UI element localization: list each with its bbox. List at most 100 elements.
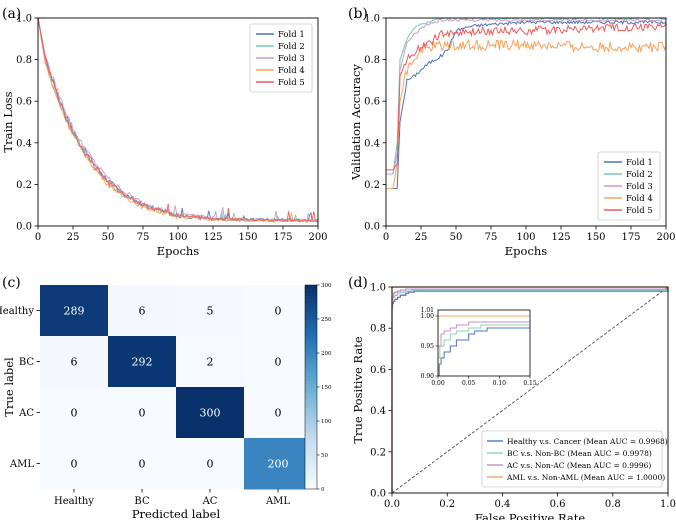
inset-x-tick-label: 0.10 (493, 380, 507, 387)
confusion-cell (108, 438, 177, 490)
x-tick-label: 75 (485, 232, 498, 243)
confusion-cell (108, 387, 177, 439)
confusion-cell (40, 285, 109, 337)
legend-entry: AML v.s. Non-AML (Mean AUC = 1.0000) (506, 473, 665, 482)
y-tick-label: 0.2 (370, 447, 386, 458)
inset-y-tick-label: 0.95 (421, 343, 435, 350)
inset-x-tick-label: 0.15 (523, 380, 537, 387)
roc-curve-3 (391, 287, 669, 493)
legend-box (249, 23, 313, 93)
confusion-cell-value: 0 (139, 407, 146, 420)
confusion-cell (40, 387, 109, 439)
inset-roc-curve-3 (438, 321, 530, 376)
x-category-label: AC (202, 496, 218, 507)
legend-entry: Fold 5 (626, 206, 653, 216)
y-tick-label: 1.0 (16, 14, 32, 25)
x-tick-label: 175 (273, 232, 292, 243)
inset-curves (438, 315, 530, 376)
x-category-label: Healthy (54, 496, 94, 507)
legend-entry: AC v.s. Non-AC (Mean AUC = 0.9996) (506, 461, 651, 470)
confusion-cell (176, 336, 245, 388)
colorbar-segment (305, 383, 317, 388)
legend-entry: Fold 4 (278, 66, 305, 76)
colorbar-segment (305, 393, 317, 398)
inset-frame (437, 309, 531, 377)
confusion-cell (244, 336, 313, 388)
colorbar-segment (305, 332, 317, 337)
x-tick-label: 200 (656, 232, 675, 243)
confusion-cell-value: 0 (275, 305, 282, 318)
colorbar-segment (305, 346, 317, 351)
confusion-cell-value: 0 (71, 407, 78, 420)
inset-y-top-label: 1.01 (421, 307, 434, 314)
colorbar-segment (305, 482, 317, 487)
colorbar-segment (305, 434, 317, 439)
colorbar-segment (305, 441, 317, 446)
colorbar-segment (305, 376, 317, 381)
x-tick-label: 100 (168, 232, 187, 243)
panel-label: (a) (2, 6, 21, 22)
colorbar-tick-label: 150 (321, 385, 332, 391)
inset-y-tick-label: 0.90 (421, 373, 435, 380)
loss-line-fold-5 (37, 17, 319, 223)
y-tick-label: 0.2 (16, 180, 32, 191)
colorbar-segment (305, 472, 317, 476)
legend-entry: Fold 5 (278, 78, 305, 88)
y-category-label: AC (18, 408, 34, 419)
colorbar-segment (305, 319, 317, 323)
colorbar-segment (305, 325, 317, 330)
x-tick-label: 0.2 (439, 499, 455, 510)
inset-y-tick-label: 1.00 (421, 313, 435, 320)
x-tick-label: 25 (67, 232, 80, 243)
y-category-label: Healthy (0, 306, 34, 317)
y-tick-label: 0.4 (364, 138, 380, 149)
inset-roc-curve-2 (438, 324, 530, 376)
colorbar-segment (305, 458, 317, 463)
colorbar-segment (305, 465, 317, 470)
y-tick-label: 0.8 (370, 324, 386, 335)
panel-c: 289650629220003000000200HealthyBCACAMLHe… (0, 275, 332, 520)
confusion-cell-value: 300 (200, 407, 221, 420)
colorbar-segment (305, 308, 317, 313)
confusion-cell (108, 285, 177, 337)
confusion-cell-value: 0 (275, 407, 282, 420)
y-tick-label: 1.0 (364, 14, 380, 25)
chance-diagonal-line (391, 286, 669, 494)
colorbar-tick-label: 0 (321, 487, 325, 493)
colorbar-segment (305, 438, 317, 442)
legend-box (481, 430, 663, 488)
inset-x-tick-label: 0.00 (431, 380, 445, 387)
colorbar-segment (305, 349, 317, 354)
colorbar-segment (305, 359, 317, 364)
legend-entry: Fold 3 (626, 182, 653, 192)
accuracy-line-fold-3 (386, 18, 667, 175)
legend-entry: Healthy v.s. Cancer (Mean AUC = 0.9968) (507, 437, 668, 446)
y-tick-label: 0.6 (370, 365, 386, 376)
colorbar-segment (305, 295, 317, 300)
y-axis-label: Validation Accuracy (349, 64, 363, 181)
colorbar-segment (305, 417, 317, 422)
confusion-cell-value: 0 (275, 356, 282, 369)
colorbar-segment (305, 427, 317, 432)
axes-frame (391, 286, 669, 494)
colorbar-segment (305, 288, 317, 293)
confusion-cell-value: 292 (132, 356, 153, 369)
y-tick-label: 0.8 (16, 55, 32, 66)
colorbar-segment (305, 380, 317, 385)
colorbar-segment (305, 390, 317, 395)
x-category-label: BC (134, 496, 150, 507)
inset-background (438, 310, 530, 376)
panel-b: 0 25 50 75 100 125 150 175 200 0.0 0.2 0.4 0.6 0.8 1.0… (348, 6, 676, 258)
y-category-label: BC (19, 357, 35, 368)
legend-entry: Fold 3 (278, 54, 305, 64)
colorbar-segment (305, 475, 317, 480)
accuracy-line-fold-4 (386, 38, 667, 190)
x-axis-label: Epochs (157, 244, 200, 258)
colorbar-segment (305, 285, 317, 289)
confusion-cell-value: 6 (71, 356, 78, 369)
colorbar-segment (305, 400, 317, 405)
x-axis-label: False Positive Rate (475, 511, 586, 520)
colorbar-segment (305, 414, 317, 419)
colorbar-segment (305, 387, 317, 391)
y-axis-label: True label (2, 357, 16, 417)
